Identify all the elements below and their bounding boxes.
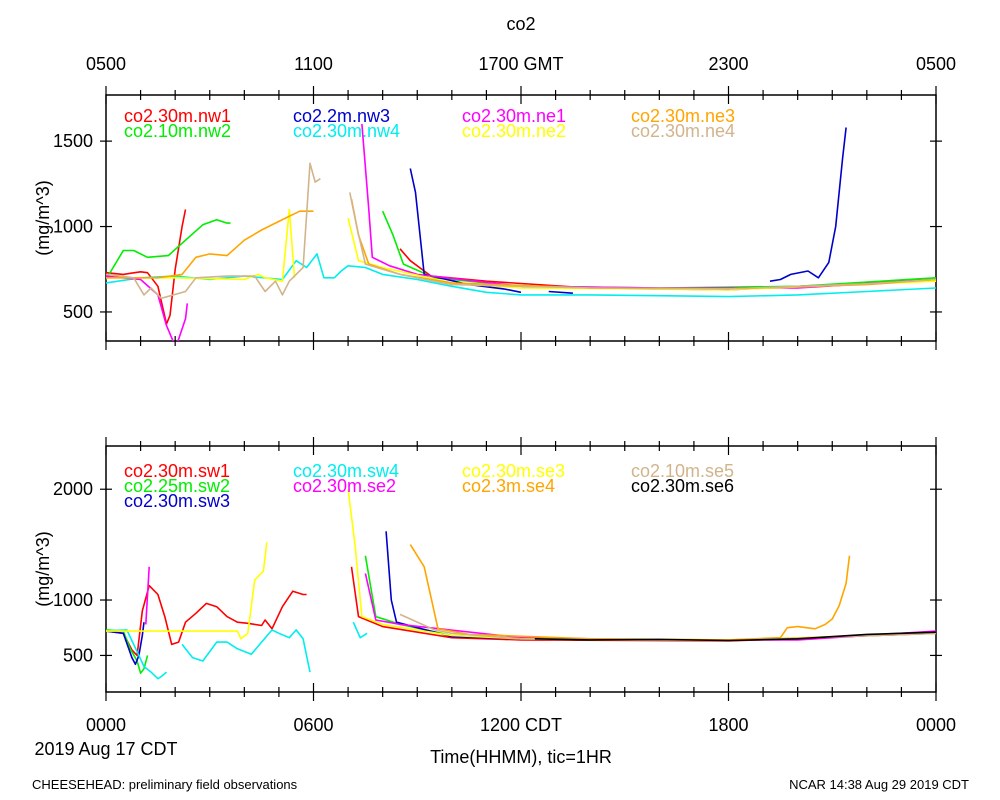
legend-entry: co2.30m.se6: [631, 476, 734, 496]
top-y-tick-labels: 500 1000 1500: [53, 131, 93, 322]
series-co2-30m-se6: [534, 631, 936, 642]
x-tick-label: 2300: [708, 54, 748, 74]
y-tick-label: 1000: [53, 217, 93, 237]
y-tick-label: 2000: [53, 479, 93, 499]
y-tick-label: 500: [63, 645, 93, 665]
series-line-segment: [349, 192, 936, 290]
legend-entry: co2.2m.nw3: [293, 106, 390, 126]
legend-entry: co2.30m.ne3: [631, 106, 735, 126]
series-co2-30m-ne4: [106, 162, 936, 300]
series-line-segment: [106, 162, 321, 300]
x-tick-label: 0600: [293, 715, 333, 735]
x-tick-label: 0000: [86, 715, 126, 735]
series-co2-30m-se2: [145, 566, 936, 641]
x-tick-label: 0500: [916, 54, 956, 74]
series-line-segment: [106, 275, 189, 341]
series-line-segment: [145, 566, 150, 625]
legend-entry: co2.30m.sw4: [293, 461, 399, 481]
bottom-panel: 500 1000 2000 0000 0600 1200 CDT 1800 0000 co2…: [33, 437, 956, 735]
top-series-lines: [106, 123, 936, 341]
x-tick-label: 0500: [86, 54, 126, 74]
series-co2-30m-sw4: [106, 621, 368, 680]
top-panel-ticks: [100, 86, 942, 350]
legend-entry: co2.10m.se5: [631, 461, 734, 481]
bottom-series-lines: [106, 489, 936, 680]
series-line-segment: [181, 629, 311, 673]
legend-entry: co2.30m.sw3: [124, 491, 230, 511]
series-co2-2m-nw3: [409, 127, 847, 294]
series-line-segment: [106, 208, 296, 283]
legend-entry: co2.3m.se4: [462, 476, 555, 496]
series-line-segment: [106, 542, 268, 640]
legend-entry: co2.30m.ne4: [631, 121, 735, 141]
y-tick-label: 500: [63, 302, 93, 322]
series-line-segment: [409, 168, 522, 294]
series-line-segment: [106, 218, 231, 280]
series-line-segment: [769, 127, 847, 282]
series-line-segment: [534, 631, 936, 642]
series-co2-3m-se4: [409, 544, 851, 641]
legend-entry: co2.30m.sw1: [124, 461, 230, 481]
top-y-axis-label: (mg/m^3): [33, 180, 53, 255]
legend-entry: co2.30m.ne1: [462, 106, 566, 126]
series-line-segment: [106, 209, 187, 325]
series-line-segment: [352, 621, 368, 639]
legend-entry: co2.10m.nw2: [124, 121, 231, 141]
legend-entry: co2.30m.ne2: [462, 121, 566, 141]
series-line-segment: [548, 290, 573, 294]
legend-entry: co2.30m.nw1: [124, 106, 231, 126]
bottom-x-tick-labels: 0000 0600 1200 CDT 1800 0000: [86, 715, 956, 735]
legend-entry: co2.30m.se2: [293, 476, 396, 496]
x-tick-label: 1700 GMT: [478, 54, 563, 74]
series-line-segment: [106, 584, 307, 657]
top-legend: co2.30m.nw1co2.10m.nw2co2.2m.nw3co2.30m.…: [124, 106, 735, 141]
top-x-tick-labels: 0500 1100 1700 GMT 2300 0500: [86, 54, 956, 74]
x-axis-label: Time(HHMM), tic=1HR: [430, 747, 612, 767]
series-line-segment: [106, 210, 314, 279]
x-tick-label: 1200 CDT: [480, 715, 562, 735]
footer-left: CHEESEHEAD: preliminary field observatio…: [32, 777, 298, 792]
x-tick-label: 0000: [916, 715, 956, 735]
legend-entry: co2.30m.nw4: [293, 121, 400, 141]
x-tick-label: 1800: [708, 715, 748, 735]
series-line-segment: [364, 573, 936, 641]
bottom-panel-ticks: [100, 437, 942, 701]
chart-title: co2: [506, 14, 535, 34]
bottom-y-tick-labels: 500 1000 2000: [53, 479, 93, 665]
x-tick-label: 1100: [294, 54, 333, 74]
bottom-y-axis-label: (mg/m^3): [33, 531, 53, 606]
footer-right: NCAR 14:38 Aug 29 2019 CDT: [789, 777, 969, 792]
series-line-segment: [409, 544, 851, 641]
legend-entry: co2.25m.sw2: [124, 476, 230, 496]
top-plot-frame: [105, 94, 937, 342]
series-line-segment: [106, 622, 145, 666]
top-panel: 500 1000 1500 0500 1100 1700 GMT 2300 0500 co2…: [33, 54, 956, 350]
series-line-segment: [106, 629, 168, 680]
y-tick-label: 1500: [53, 131, 93, 151]
y-tick-label: 1000: [53, 590, 93, 610]
date-label: 2019 Aug 17 CDT: [34, 739, 177, 759]
legend-entry: co2.30m.se3: [462, 461, 565, 481]
